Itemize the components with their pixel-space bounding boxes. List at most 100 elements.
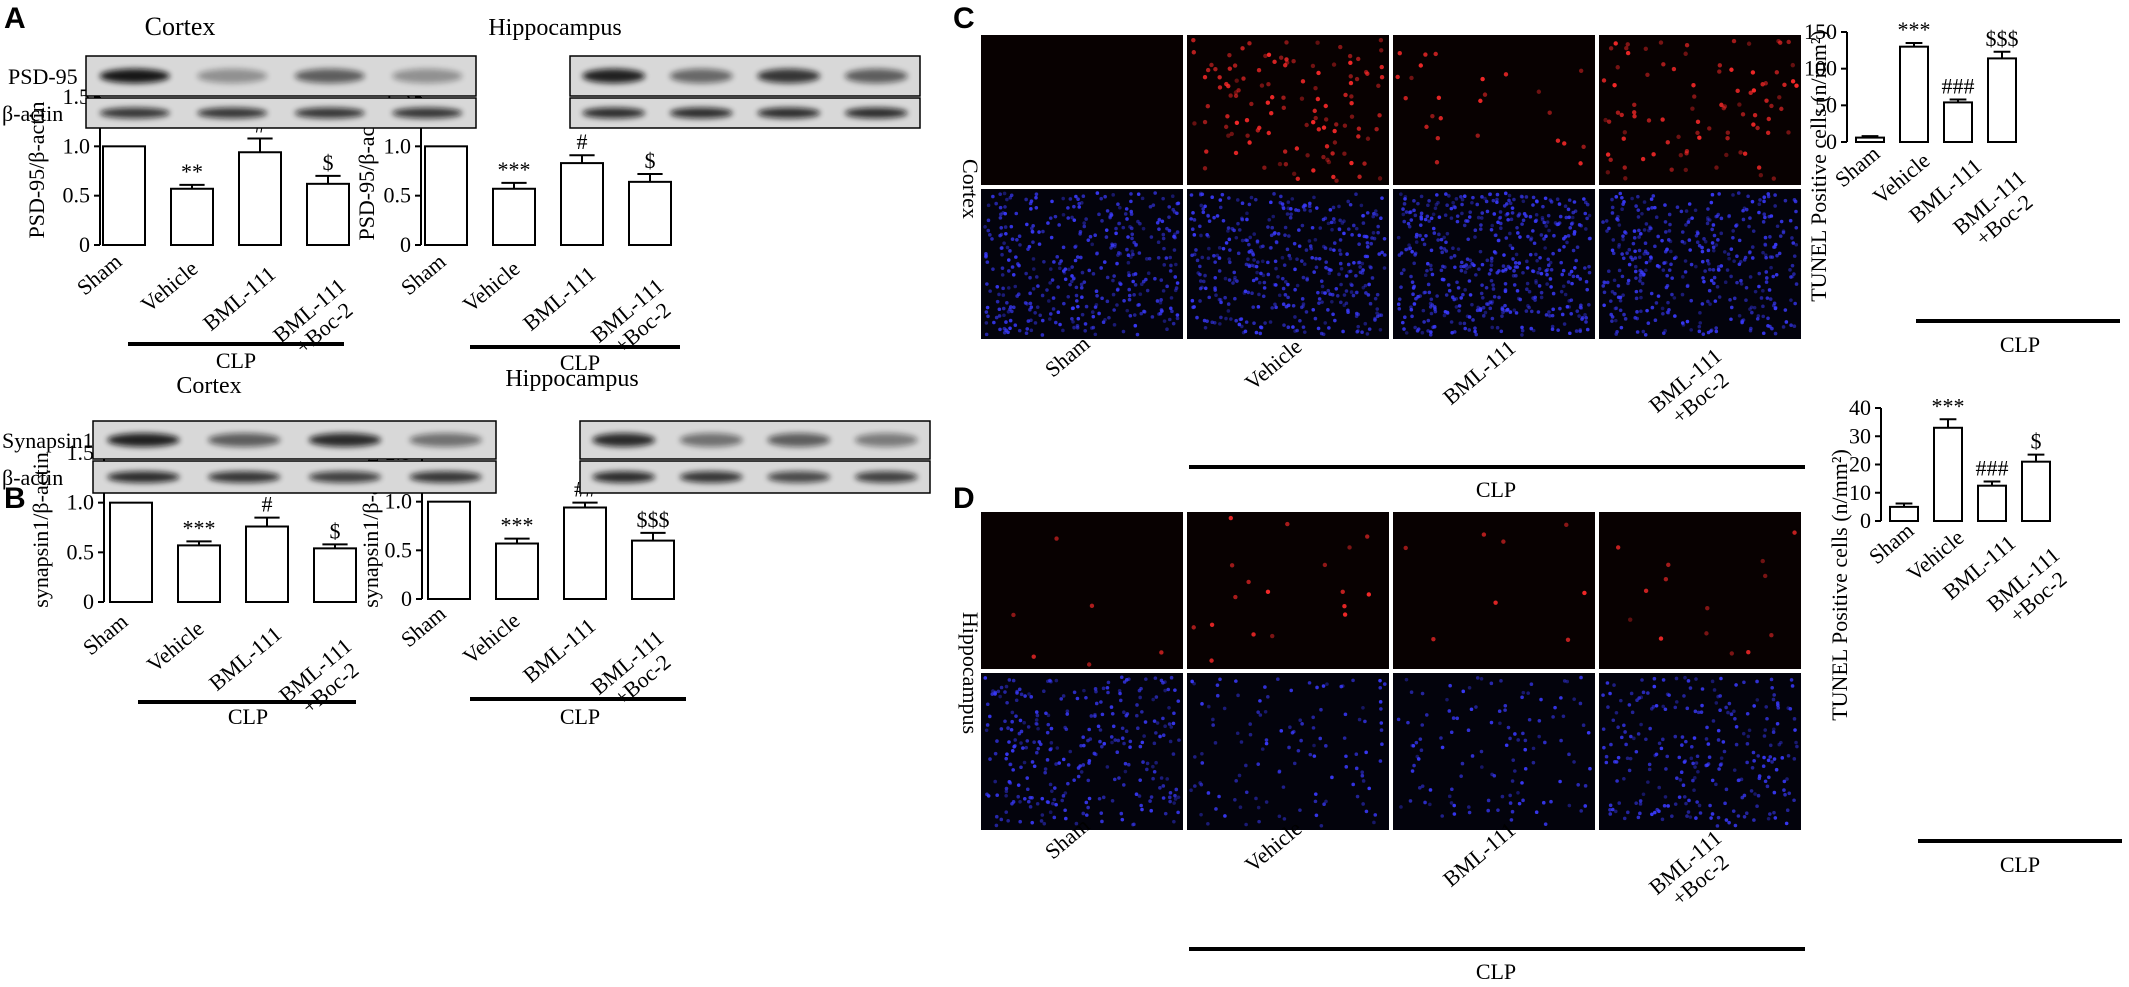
nucleus-stain bbox=[1684, 801, 1688, 806]
nucleus-stain bbox=[1086, 805, 1090, 810]
nucleus-stain bbox=[1750, 765, 1755, 770]
nucleus-stain bbox=[1640, 211, 1644, 216]
micrograph-region-label: Hippocampus bbox=[958, 612, 983, 734]
nucleus-stain bbox=[1040, 293, 1045, 298]
nucleus-stain bbox=[1126, 762, 1131, 767]
nucleus-stain bbox=[1428, 788, 1433, 792]
nucleus-stain bbox=[1727, 214, 1731, 219]
nucleus-stain bbox=[1477, 267, 1481, 271]
nucleus-stain bbox=[1377, 252, 1382, 256]
nucleus-stain bbox=[1412, 199, 1416, 203]
nucleus-stain bbox=[1084, 304, 1089, 309]
nucleus-stain bbox=[1317, 256, 1322, 261]
nucleus-stain bbox=[1312, 270, 1316, 274]
nucleus-stain bbox=[1338, 252, 1343, 256]
nucleus-stain bbox=[1545, 272, 1549, 277]
nucleus-stain bbox=[1201, 207, 1205, 211]
nucleus-stain bbox=[1708, 267, 1712, 272]
nucleus-stain bbox=[1156, 255, 1161, 260]
nucleus-stain bbox=[1447, 794, 1452, 799]
blot-band bbox=[207, 433, 281, 447]
nucleus-stain bbox=[1045, 730, 1050, 735]
nucleus-stain bbox=[1473, 329, 1477, 334]
tunel-positive-cell bbox=[1321, 154, 1326, 160]
nucleus-stain bbox=[1378, 759, 1383, 763]
nucleus-stain bbox=[1062, 271, 1067, 275]
nucleus-stain bbox=[1160, 309, 1164, 313]
nucleus-stain bbox=[1794, 209, 1798, 214]
nucleus-stain bbox=[999, 727, 1004, 731]
nucleus-stain bbox=[1478, 306, 1483, 311]
nucleus-stain bbox=[1753, 289, 1758, 294]
nucleus-stain bbox=[1449, 206, 1454, 211]
nucleus-stain bbox=[1071, 306, 1075, 310]
nucleus-stain bbox=[1083, 322, 1088, 326]
nucleus-stain bbox=[1240, 238, 1245, 243]
nucleus-stain bbox=[1031, 267, 1036, 271]
tunel-positive-cell bbox=[1714, 165, 1719, 170]
nucleus-stain bbox=[1418, 223, 1423, 227]
nucleus-stain bbox=[1448, 683, 1452, 688]
nucleus-stain bbox=[1300, 223, 1305, 228]
micrograph-column-label: BML-111+Boc-2 bbox=[1644, 825, 1741, 917]
bar bbox=[495, 542, 539, 601]
nucleus-stain bbox=[1118, 691, 1122, 696]
nucleus-stain bbox=[1323, 321, 1328, 325]
nucleus-stain bbox=[1487, 272, 1492, 276]
nucleus-stain bbox=[1529, 309, 1534, 314]
nucleus-stain bbox=[1535, 199, 1539, 204]
nucleus-stain bbox=[1719, 231, 1724, 236]
nucleus-stain bbox=[1007, 780, 1012, 784]
nucleus-stain bbox=[1450, 787, 1454, 792]
nucleus-stain bbox=[1453, 205, 1457, 210]
nucleus-stain bbox=[1087, 268, 1092, 273]
tunel-positive-cell bbox=[1347, 53, 1353, 59]
nucleus-stain bbox=[1543, 246, 1547, 250]
y-axis-label: TUNEL Positive cells (n/mm²) bbox=[1806, 30, 1831, 302]
nucleus-stain bbox=[1439, 237, 1444, 242]
nucleus-stain bbox=[1060, 798, 1065, 803]
nucleus-stain bbox=[1483, 196, 1487, 201]
nucleus-stain bbox=[1008, 762, 1013, 767]
nucleus-stain bbox=[1274, 283, 1278, 287]
tunel-positive-cell bbox=[1660, 117, 1665, 122]
nucleus-stain bbox=[1295, 257, 1299, 261]
nucleus-stain bbox=[1148, 204, 1153, 209]
tunel-positive-cell bbox=[1725, 136, 1730, 141]
nucleus-stain bbox=[1508, 243, 1513, 248]
nucleus-stain bbox=[1049, 741, 1054, 745]
nucleus-stain bbox=[1231, 281, 1235, 285]
tunel-positive-cell bbox=[1434, 160, 1440, 165]
nucleus-stain bbox=[1567, 299, 1572, 303]
nucleus-stain bbox=[1167, 705, 1171, 710]
nucleus-stain bbox=[1154, 695, 1159, 699]
bar bbox=[492, 187, 536, 246]
nucleus-stain bbox=[1424, 713, 1429, 717]
nucleus-stain bbox=[1540, 215, 1545, 220]
nucleus-stain bbox=[1354, 314, 1359, 319]
nucleus-stain bbox=[1489, 259, 1494, 263]
blot-band bbox=[592, 471, 656, 483]
nucleus-stain bbox=[1670, 292, 1674, 297]
nucleus-stain bbox=[1079, 285, 1084, 290]
nucleus-stain bbox=[1508, 801, 1513, 805]
nucleus-stain bbox=[1201, 279, 1206, 284]
nucleus-stain bbox=[1002, 191, 1007, 196]
nucleus-stain bbox=[1117, 221, 1121, 226]
nucleus-stain bbox=[1082, 688, 1086, 693]
nucleus-stain bbox=[1412, 284, 1416, 289]
nucleus-stain bbox=[1761, 314, 1766, 319]
nucleus-stain bbox=[1500, 307, 1505, 312]
nucleus-stain bbox=[1082, 224, 1087, 229]
tunel-positive-cell bbox=[1665, 140, 1670, 145]
nucleus-stain bbox=[1516, 790, 1520, 795]
nucleus-stain bbox=[1175, 313, 1180, 317]
tunel-positive-cell bbox=[1582, 590, 1587, 596]
tunel-positive-cell bbox=[1316, 70, 1321, 76]
nucleus-stain bbox=[1042, 689, 1046, 693]
category-label: Vehicle bbox=[458, 255, 525, 317]
nucleus-stain bbox=[1008, 318, 1013, 323]
nucleus-stain bbox=[1516, 214, 1521, 218]
nucleus-stain bbox=[1034, 721, 1039, 726]
